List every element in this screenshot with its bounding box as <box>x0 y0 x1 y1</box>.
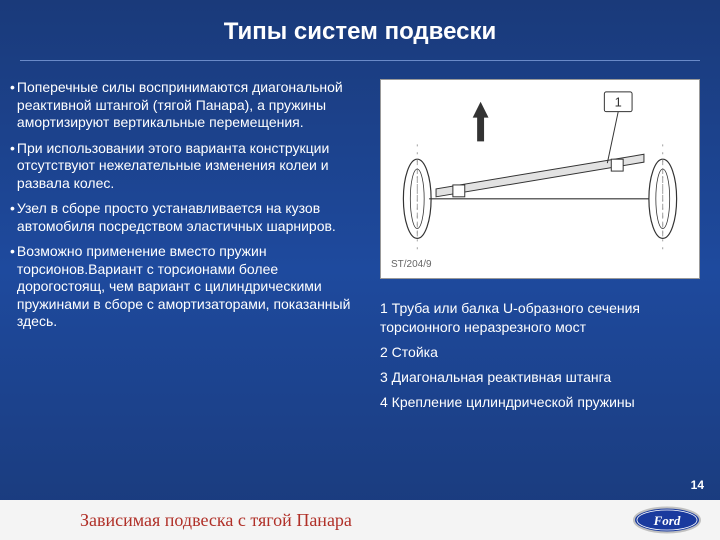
legend-item: 3 Диагональная реактивная штанга <box>380 368 700 387</box>
bullet-dot: • <box>10 140 15 193</box>
bullet-dot: • <box>10 200 15 235</box>
footer: Зависимая подвеска с тягой Панара Ford <box>0 500 720 540</box>
bullet-text: Возможно применение вместо пружин торсио… <box>17 243 370 331</box>
footer-title: Зависимая подвеска с тягой Панара <box>80 510 352 531</box>
content-row: • Поперечные силы воспринимаются диагона… <box>0 61 720 417</box>
bullet-dot: • <box>10 79 15 132</box>
bullet-text: Поперечные силы воспринимаются диагональ… <box>17 79 370 132</box>
bullet-list: • Поперечные силы воспринимаются диагона… <box>10 79 370 417</box>
list-item: • Узел в сборе просто устанавливается на… <box>10 200 370 235</box>
list-item: • Поперечные силы воспринимаются диагона… <box>10 79 370 132</box>
diagram-figure: 1 ST/204/9 <box>380 79 700 279</box>
slide: Типы систем подвески • Поперечные силы в… <box>0 0 720 540</box>
list-item: • При использовании этого варианта конст… <box>10 140 370 193</box>
right-column: 1 ST/204/9 1 Труба или балка U-образного… <box>370 79 700 417</box>
legend-item: 1 Труба или балка U-образного сечения то… <box>380 299 700 337</box>
page-number: 14 <box>691 478 704 492</box>
list-item: • Возможно применение вместо пружин торс… <box>10 243 370 331</box>
bullet-text: Узел в сборе просто устанавливается на к… <box>17 200 370 235</box>
page-title: Типы систем подвески <box>0 0 720 46</box>
diagram-svg: 1 <box>381 80 699 278</box>
bullet-dot: • <box>10 243 15 331</box>
legend-item: 4 Крепление цилиндрической пружины <box>380 393 700 412</box>
legend: 1 Труба или балка U-образного сечения то… <box>380 299 700 411</box>
svg-text:Ford: Ford <box>653 513 681 528</box>
ford-logo: Ford <box>632 506 702 534</box>
legend-item: 2 Стойка <box>380 343 700 362</box>
callout-number: 1 <box>615 95 622 110</box>
figure-code: ST/204/9 <box>391 259 432 270</box>
bullet-text: При использовании этого варианта констру… <box>17 140 370 193</box>
